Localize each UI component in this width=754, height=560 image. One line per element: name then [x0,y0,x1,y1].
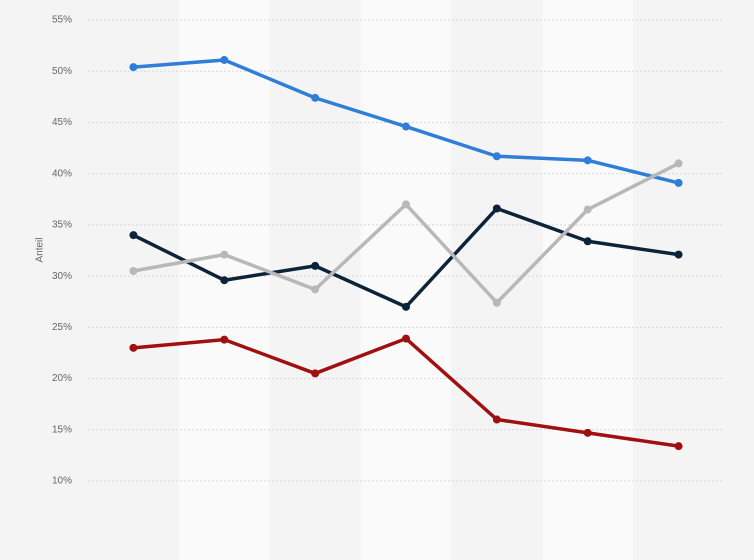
data-point [583,156,592,165]
y-tick-label: 20% [52,373,72,384]
data-point [674,178,683,187]
data-point [492,298,501,307]
data-point [583,237,592,246]
column-band [360,0,452,560]
data-point [129,266,138,275]
data-point [220,276,229,285]
data-point [220,55,229,64]
y-tick-label: 25% [52,322,72,333]
data-point [402,122,410,131]
data-point [311,369,320,378]
y-tick-label: 55% [52,15,72,26]
column-band [633,0,724,560]
data-point [492,204,501,213]
data-point [220,250,229,259]
y-tick-label: 40% [52,168,72,179]
data-point [311,285,320,294]
data-point [492,152,501,161]
data-point [311,261,320,270]
data-point [583,205,592,214]
data-point [674,250,683,259]
data-point [129,343,138,352]
y-tick-label: 45% [52,117,72,128]
data-point [220,335,229,344]
y-tick-label: 30% [52,271,72,282]
y-tick-label: 15% [52,424,72,435]
data-point [402,334,410,343]
y-tick-label: 35% [52,220,72,231]
column-band [542,0,634,560]
y-axis-label: Anteil [35,237,46,262]
column-band [451,0,543,560]
data-point [492,415,501,424]
y-tick-label: 10% [52,476,72,487]
data-point [311,93,320,102]
data-point [402,302,410,311]
data-point [129,231,138,240]
data-point [402,200,410,209]
data-point [129,63,138,72]
data-point [674,159,683,168]
data-point [583,428,592,437]
column-band [88,0,179,560]
y-tick-label: 50% [52,66,72,77]
data-point [674,442,683,451]
